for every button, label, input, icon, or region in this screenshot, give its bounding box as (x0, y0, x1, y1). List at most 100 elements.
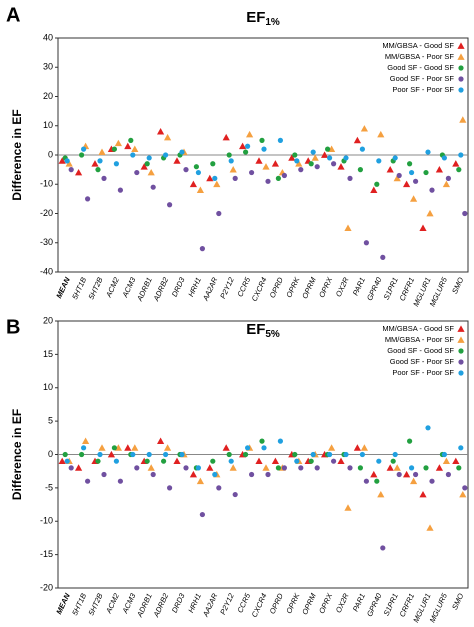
point (295, 160, 303, 167)
point (275, 175, 281, 181)
x-tick-label: ADRB2 (151, 591, 170, 619)
point (344, 224, 352, 232)
point (189, 470, 197, 478)
point (265, 178, 271, 184)
point (392, 451, 398, 458)
series (65, 437, 467, 531)
point (113, 161, 119, 167)
point (216, 210, 222, 217)
point (243, 149, 249, 155)
legend-label: MM/GBSA - Good SF (382, 41, 454, 50)
point (426, 209, 434, 217)
point (359, 451, 365, 458)
point (232, 491, 238, 498)
x-tick-label: 5HT2B (87, 276, 105, 301)
point (157, 437, 165, 445)
point (262, 464, 270, 471)
point (363, 478, 369, 484)
y-tick-label: -10 (40, 516, 53, 526)
point (81, 146, 87, 152)
point (393, 174, 401, 182)
chart-title: EF5% (246, 321, 280, 340)
point (292, 451, 298, 458)
x-tick-label: P2Y12 (218, 275, 236, 300)
x-tick-label: OPRM (300, 591, 318, 616)
point (314, 465, 320, 471)
point (310, 149, 316, 155)
point (262, 163, 270, 170)
point (150, 471, 156, 478)
point (206, 464, 214, 471)
x-tick-label: OPRK (284, 275, 302, 299)
point (79, 152, 85, 158)
point (442, 180, 450, 188)
point (314, 164, 320, 170)
point (376, 458, 382, 464)
point (265, 471, 271, 478)
point (281, 172, 287, 179)
point (62, 451, 68, 458)
point (222, 133, 230, 141)
point (347, 465, 353, 471)
y-tick-label: 0 (48, 449, 53, 459)
point (95, 167, 101, 173)
point (452, 160, 460, 167)
x-tick-label: MEAN (54, 591, 72, 615)
point (328, 444, 336, 451)
y-axis-label: Difference in EF (10, 109, 24, 200)
legend-marker (458, 65, 464, 71)
point (423, 169, 429, 176)
point (429, 478, 435, 484)
point (167, 202, 173, 208)
point (459, 116, 467, 123)
x-tick-label: OPRM (300, 275, 318, 300)
point (441, 155, 447, 161)
y-tick-label: -20 (40, 582, 53, 592)
point (294, 458, 300, 464)
point (426, 524, 434, 531)
point (261, 445, 267, 451)
point (298, 167, 304, 173)
point (101, 175, 107, 181)
x-tick-label: OX2R (334, 591, 351, 614)
legend-label: MM/GBSA - Poor SF (385, 52, 455, 61)
point (95, 458, 101, 464)
y-tick-label: -5 (45, 482, 53, 492)
point (429, 187, 435, 193)
point (376, 158, 382, 164)
point (161, 458, 167, 464)
point (245, 445, 251, 451)
point (58, 457, 66, 465)
point (456, 465, 462, 471)
point (101, 471, 107, 478)
panel-label: B (6, 316, 20, 338)
point (128, 137, 134, 143)
point (337, 163, 345, 170)
x-tick-label: ACM2 (104, 591, 122, 615)
point (68, 465, 74, 471)
y-tick-label: 5 (48, 416, 53, 426)
point (343, 451, 349, 458)
point (212, 175, 218, 181)
point (195, 465, 201, 471)
point (393, 464, 401, 471)
point (261, 146, 267, 152)
legend-label: MM/GBSA - Good SF (382, 324, 454, 333)
point (456, 167, 462, 173)
legend-label: Good SF - Poor SF (390, 74, 455, 83)
point (193, 164, 199, 170)
point (97, 158, 103, 164)
y-tick-label: -20 (40, 208, 53, 218)
series (64, 137, 464, 181)
legend-marker (458, 87, 464, 93)
point (413, 471, 419, 478)
point (117, 187, 123, 193)
point (210, 458, 216, 464)
point (164, 133, 172, 141)
point (64, 458, 70, 464)
legend-label: Good SF - Good SF (387, 346, 454, 355)
point (243, 451, 249, 458)
point (226, 451, 232, 458)
point (111, 146, 117, 152)
